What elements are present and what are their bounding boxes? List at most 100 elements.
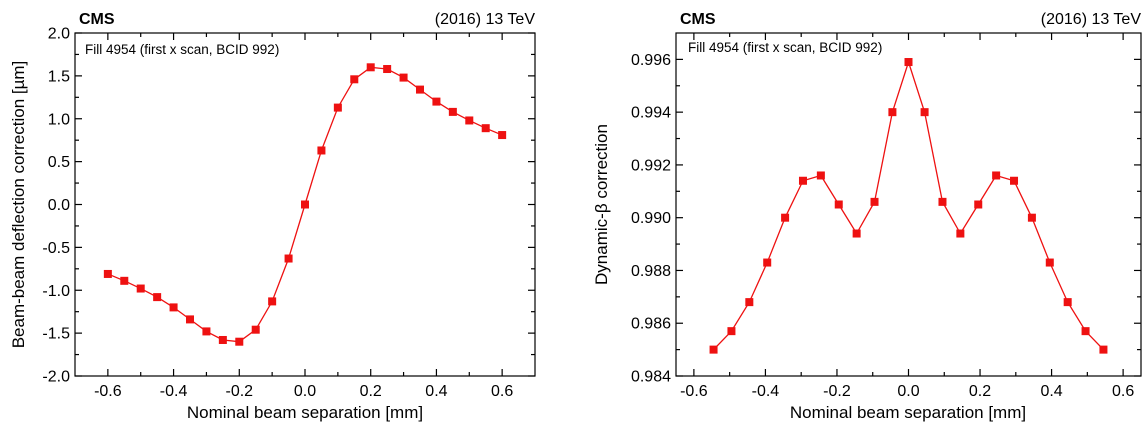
right-y-tick-label: 0.996 [631, 52, 671, 69]
right-energy-label: (2016) 13 TeV [1041, 11, 1142, 28]
right-data-point [904, 58, 913, 67]
left-data-point [498, 131, 507, 140]
left-x-axis-title: Nominal beam separation [mm] [187, 403, 423, 422]
left-y-tick-label: -2.0 [42, 369, 70, 386]
right-data-point [1081, 327, 1090, 336]
left-y-tick-label: -1.0 [42, 283, 70, 300]
left-data-point [284, 254, 293, 263]
left-x-tick-label: -0.4 [160, 383, 188, 400]
left-y-tick-label: 1.5 [48, 68, 70, 85]
right-x-tick-label: -0.6 [680, 383, 708, 400]
right-y-tick-label: 0.994 [631, 105, 671, 122]
left-x-tick-label: 0.2 [360, 383, 382, 400]
left-x-tick-label: 0.6 [491, 383, 513, 400]
left-annotation: Fill 4954 (first x scan, BCID 992) [85, 42, 279, 57]
right-x-tick-label: -0.4 [752, 383, 780, 400]
right-data-point [745, 298, 754, 307]
left-data-point [235, 337, 244, 346]
right-y-tick-label: 0.986 [631, 316, 671, 333]
left-x-tick-label: 0.0 [294, 383, 316, 400]
left-y-tick-label: 1.0 [48, 111, 70, 128]
right-x-tick-label: 0.0 [897, 383, 919, 400]
left-data-point [317, 146, 326, 155]
right-data-point [834, 200, 843, 209]
left-data-point [202, 327, 211, 336]
right-y-tick-label: 0.988 [631, 263, 671, 280]
right-data-point [1099, 345, 1108, 354]
right-plot-frame [675, 32, 1142, 377]
right-data-series [709, 58, 1108, 354]
right-series-line [713, 59, 1104, 351]
right-data-point [781, 213, 790, 222]
left-x-tick-label: -0.2 [225, 383, 253, 400]
right-data-point [852, 229, 861, 238]
right-x-axis-title: Nominal beam separation [mm] [790, 403, 1026, 422]
left-data-point [432, 97, 441, 106]
right-x-tick-label: 0.2 [969, 383, 991, 400]
right-y-tick-label: 0.992 [631, 157, 671, 174]
left-data-series [103, 63, 507, 346]
left-data-point [136, 284, 145, 293]
right-x-tick-label: 0.4 [1040, 383, 1062, 400]
right-data-point [816, 171, 825, 180]
right-data-point [709, 345, 718, 354]
left-energy-label: (2016) 13 TeV [435, 11, 536, 28]
right-data-point [727, 327, 736, 336]
left-y-tick-label: -0.5 [42, 240, 70, 257]
left-data-point [169, 303, 178, 312]
right-y-tick-label: 0.984 [631, 369, 671, 386]
right-data-point [956, 229, 965, 238]
right-x-tick-labels: -0.6 -0.4 -0.2 0.0 0.2 0.4 0.6 [680, 383, 1134, 400]
right-data-point [938, 197, 947, 206]
left-data-point [383, 65, 392, 74]
left-data-point [416, 85, 424, 94]
right-data-point [992, 171, 1001, 180]
right-y-tick-label: 0.990 [631, 210, 671, 227]
right-data-point [1045, 258, 1054, 267]
left-chart-panel: -0.6 -0.4 -0.2 0.0 0.2 0.4 0.6 -2.0 -1.5 -1.0 -0.… [9, 11, 536, 422]
left-x-tick-labels: -0.6 -0.4 -0.2 0.0 0.2 0.4 0.6 [94, 383, 513, 400]
left-data-point [399, 73, 408, 82]
left-y-tick-label: 0.0 [48, 197, 70, 214]
left-y-tick-labels: -2.0 -1.5 -1.0 -0.5 0.0 0.5 1.0 1.5 2.0 [42, 26, 70, 386]
right-data-point [1010, 176, 1019, 185]
right-annotation: Fill 4954 (first x scan, BCID 992) [688, 40, 882, 55]
left-y-tick-label: -1.5 [42, 326, 70, 343]
right-data-point [798, 176, 807, 185]
left-experiment-label: CMS [79, 11, 115, 28]
right-data-point [920, 108, 929, 117]
left-data-point [301, 200, 309, 209]
left-data-point [333, 103, 342, 112]
right-x-tick-label: 0.6 [1112, 383, 1134, 400]
left-data-point [218, 335, 227, 344]
left-y-tick-label: 0.5 [48, 154, 70, 171]
left-data-point [103, 269, 112, 278]
left-data-point [251, 325, 260, 334]
right-data-point [1027, 213, 1036, 222]
right-data-point [1063, 298, 1072, 307]
right-data-point [763, 258, 772, 267]
left-y-axis-title: Beam-beam deflection correction [µm] [9, 61, 28, 349]
right-experiment-label: CMS [680, 11, 716, 28]
left-y-tick-label: 2.0 [48, 26, 70, 43]
left-data-point [448, 107, 457, 116]
left-data-point [186, 315, 194, 324]
left-data-point [366, 63, 375, 72]
right-data-point [888, 108, 897, 117]
right-y-tick-labels: 0.984 0.986 0.988 0.990 0.992 0.994 0.996 [631, 52, 671, 386]
right-data-point [974, 200, 983, 209]
right-y-axis-title: Dynamic-β correction [592, 124, 611, 285]
left-x-tick-label: -0.6 [94, 383, 122, 400]
left-data-point [350, 75, 359, 84]
left-tick-marks [75, 32, 535, 377]
right-data-point [870, 197, 879, 206]
left-data-point [120, 276, 129, 285]
right-x-tick-label: -0.2 [823, 383, 851, 400]
left-data-point [153, 293, 162, 302]
left-data-point [481, 124, 490, 133]
right-tick-marks [676, 33, 1141, 377]
right-chart-panel: -0.6 -0.4 -0.2 0.0 0.2 0.4 0.6 0.984 0.986 0.988… [592, 11, 1142, 422]
left-data-point [268, 297, 277, 306]
left-x-tick-label: 0.4 [425, 383, 447, 400]
